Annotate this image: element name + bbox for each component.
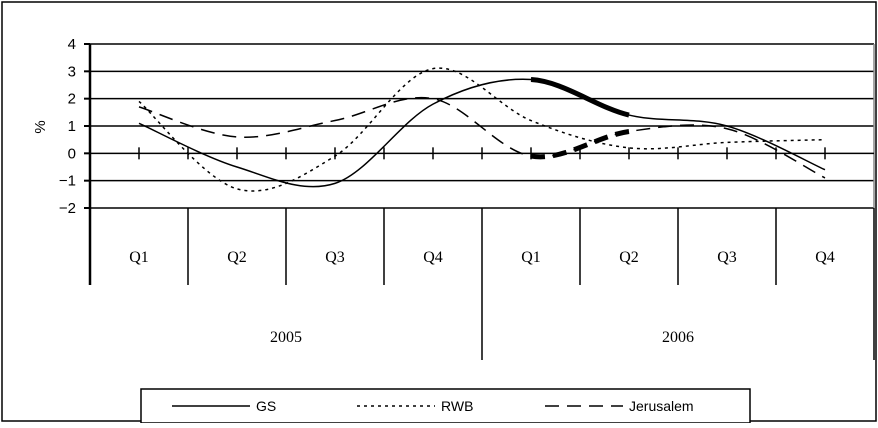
series-line-gs [138,78,826,188]
series-highlight-gs [530,77,630,118]
x-group-label: 2006 [662,329,694,346]
y-tick-label: 4 [68,36,76,53]
axes: −2 −1 0 1 2 3 4 Q1 Q2 Q3 Q4 Q1 Q2 Q3 Q4 2005 2006 [59,36,875,360]
y-tick-label: 3 [68,63,76,80]
legend-label-gs: GS [256,398,276,414]
x-tick-label: Q2 [619,249,639,266]
x-tick-label: Q2 [227,249,247,266]
x-tick-label: Q3 [717,249,737,266]
series-lines [138,67,826,192]
x-tick-label: Q3 [325,249,345,266]
y-tick-label: −1 [59,173,76,190]
series-line-jerusalem [138,96,826,179]
legend: GS RWB Jerusalem [140,388,751,424]
x-tick-label: Q1 [129,249,149,266]
x-tick-label: Q1 [521,249,541,266]
x-group-label: 2005 [270,329,302,346]
y-axis-label: % [32,120,49,133]
legend-label-rwb: RWB [441,398,473,414]
series-line-rwb [138,67,826,192]
legend-label-jerusalem: Jerusalem [629,398,694,414]
x-tick-label: Q4 [815,249,835,266]
y-tick-label: 1 [68,118,76,135]
x-tick-label: Q4 [423,249,443,266]
series-highlight-jerusalem [530,128,630,160]
y-tick-label: 0 [68,145,76,162]
y-tick-label: 2 [68,91,76,108]
y-tick-label: −2 [59,200,76,217]
